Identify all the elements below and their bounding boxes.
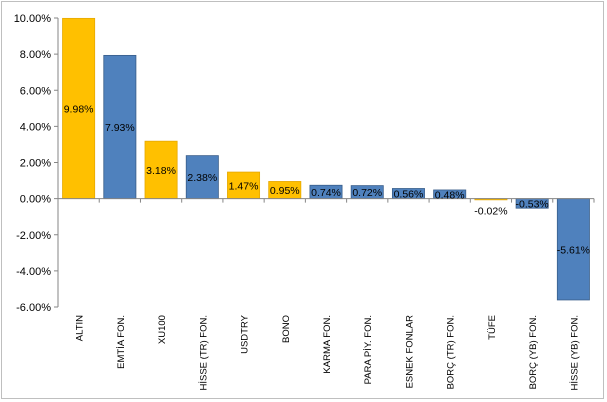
bar-4 <box>227 171 261 200</box>
y-axis: -6.00% -4.00% -2.00% 0.00% 2.00% 4.00% 6.00% 8.… <box>14 13 59 314</box>
category-label: HİSSE (TR) FON. <box>198 315 209 390</box>
category-label: PARA PİY. FON. <box>363 315 374 384</box>
bar-12 <box>556 198 590 301</box>
data-label: 7.93% <box>105 122 135 134</box>
data-label: 0.74% <box>311 187 341 199</box>
category-label: BONO <box>281 315 292 343</box>
y-tick-label: 2.00% <box>20 158 51 170</box>
y-tick-label: 4.00% <box>20 121 51 133</box>
data-label: 3.18% <box>146 165 176 177</box>
bar-3 <box>185 155 219 200</box>
category-label: USDTRY <box>240 314 251 354</box>
category-label: ESNEK FONLAR <box>404 315 415 389</box>
category-label: EMTİA FON. <box>116 315 127 369</box>
data-labels: 9.98% 7.93% 3.18% 2.38% 1.47% 0.95% 0.74% 0.72%… <box>64 103 590 256</box>
bars <box>62 17 590 301</box>
data-label: -5.61% <box>557 244 590 256</box>
category-label: BORÇ (TR) FON. <box>446 315 457 389</box>
data-label: 0.48% <box>435 189 465 201</box>
y-tick-label: -4.00% <box>16 266 51 278</box>
x-axis <box>57 198 595 203</box>
category-label: KARMA FON. <box>322 315 333 374</box>
category-label: XU100 <box>157 315 168 344</box>
data-label: 0.95% <box>270 185 300 197</box>
data-label: -0.53% <box>516 198 549 210</box>
category-label: ALTIN <box>75 315 86 341</box>
category-label: BORÇ (YB) FON. <box>528 315 539 389</box>
data-label: 9.98% <box>64 103 94 115</box>
data-label: -0.02% <box>474 206 507 218</box>
data-label: 2.38% <box>187 172 217 184</box>
y-tick-label: 0.00% <box>20 194 51 206</box>
y-tick-label: 8.00% <box>20 49 51 61</box>
category-label: TÜFE <box>487 315 498 340</box>
y-tick-label: -2.00% <box>16 230 51 242</box>
category-label: HİSSE (YB) FON. <box>569 315 580 390</box>
y-tick-label: 6.00% <box>20 85 51 97</box>
data-label: 0.56% <box>394 189 424 201</box>
y-tick-label: 10.00% <box>14 13 52 25</box>
y-tick-label: -6.00% <box>16 302 51 314</box>
bar-1 <box>103 54 137 200</box>
data-label: 1.47% <box>229 180 259 192</box>
bar-0 <box>62 17 96 200</box>
data-label: 0.72% <box>352 187 382 199</box>
category-labels: ALTIN EMTİA FON. XU100 HİSSE (TR) FON. USDTR… <box>75 314 581 390</box>
